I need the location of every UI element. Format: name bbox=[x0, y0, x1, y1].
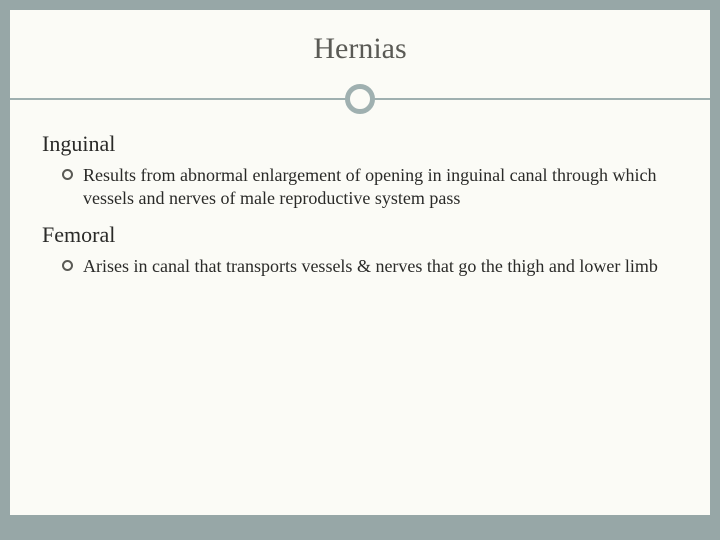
list-item: ཮ Femoral bbox=[36, 223, 684, 247]
content-area: ཮ Inguinal Results from abnormal enlarge… bbox=[10, 114, 710, 278]
list-item: ཮ Inguinal bbox=[36, 132, 684, 156]
title-region: Hernias bbox=[10, 10, 710, 66]
list-subitem: Results from abnormal enlargement of ope… bbox=[36, 164, 684, 209]
slide-title: Hernias bbox=[10, 32, 710, 66]
list-item-label: Femoral bbox=[42, 223, 115, 247]
list-item-label: Inguinal bbox=[42, 132, 115, 156]
divider-circle-icon bbox=[345, 84, 375, 114]
list-subitem-text: Results from abnormal enlargement of ope… bbox=[83, 164, 684, 209]
title-divider bbox=[10, 84, 710, 114]
list-subitem-text: Arises in canal that transports vessels … bbox=[83, 255, 658, 278]
list-subitem: Arises in canal that transports vessels … bbox=[36, 255, 684, 278]
circle-bullet-icon bbox=[62, 260, 73, 271]
circle-bullet-icon bbox=[62, 169, 73, 180]
slide: Hernias ཮ Inguinal Results from abnormal… bbox=[10, 10, 710, 515]
